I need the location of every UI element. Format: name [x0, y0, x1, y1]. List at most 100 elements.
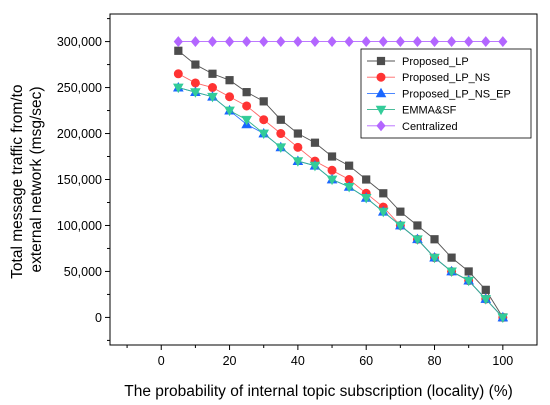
y-tick-label: 100,000 [57, 219, 102, 233]
data-point [207, 92, 218, 103]
data-point [242, 88, 251, 97]
data-point [396, 207, 405, 216]
data-point [412, 36, 423, 48]
data-point [292, 157, 304, 167]
x-tick-label: 40 [291, 354, 305, 368]
data-point [191, 60, 200, 69]
data-point [447, 253, 456, 262]
data-point [173, 69, 183, 79]
data-point [481, 285, 490, 294]
legend-label: EMMA&SF [402, 105, 457, 117]
data-point [413, 221, 422, 230]
data-point [327, 152, 337, 161]
data-point [276, 129, 286, 139]
data-point [361, 36, 371, 48]
data-point [345, 161, 354, 170]
y-tick-label: 150,000 [57, 173, 102, 187]
y-tick-label: 200,000 [57, 127, 102, 141]
data-point [207, 83, 217, 93]
data-point [173, 36, 183, 48]
data-point [429, 36, 440, 48]
data-point [207, 36, 218, 48]
data-point [429, 253, 440, 264]
data-point [395, 36, 405, 48]
legend-label: Proposed_LP_NS_EP [402, 88, 511, 100]
y-tick-label: 0 [95, 311, 102, 325]
legend-item: Proposed_LP_NS [367, 72, 490, 84]
data-point [258, 129, 270, 140]
data-point [498, 36, 508, 48]
legend-item: Proposed_LP_NS_EP [367, 87, 511, 100]
data-point [430, 235, 439, 244]
data-point [224, 36, 235, 48]
legend: Proposed_LP Proposed_LP_NS Proposed_LP_NS_… [360, 48, 532, 139]
plot-frame [109, 13, 538, 346]
data-point [446, 267, 457, 278]
y-axis-title: Total message traffic from/to external n… [9, 80, 45, 279]
series-layer [173, 36, 509, 324]
data-point [327, 165, 337, 175]
data-point [447, 36, 457, 48]
data-point [242, 36, 252, 48]
data-point [395, 221, 406, 232]
data-point [208, 69, 217, 78]
data-point [225, 92, 235, 102]
data-point [309, 161, 321, 172]
legend-marker [376, 120, 386, 132]
data-point [174, 46, 183, 55]
legend-label: Proposed_LP [402, 56, 469, 68]
y-tick-label: 50,000 [64, 265, 102, 279]
series-Centralized [173, 36, 508, 48]
data-point [412, 235, 423, 245]
data-point [497, 313, 509, 324]
series-EMMA&SF [173, 83, 509, 324]
data-point [326, 175, 338, 186]
data-point [293, 129, 302, 138]
data-point [377, 207, 389, 218]
data-point [343, 182, 355, 193]
data-point [190, 88, 201, 98]
data-point [259, 115, 269, 125]
data-point [463, 276, 474, 287]
x-tick-label: 100 [492, 354, 513, 368]
data-point [190, 36, 200, 48]
data-point [360, 193, 372, 204]
legend-label: Proposed_LP_NS [402, 72, 490, 84]
data-point [464, 36, 474, 48]
data-point [362, 175, 371, 184]
data-point [259, 36, 269, 48]
data-point [293, 36, 303, 48]
data-point [173, 83, 184, 94]
x-tick-label: 20 [223, 354, 237, 368]
data-point [241, 115, 252, 126]
legend-marker [375, 105, 387, 116]
data-point [275, 143, 287, 153]
legend-item: EMMA&SF [367, 105, 457, 117]
y-tick-label: 250,000 [57, 81, 102, 95]
data-point [481, 36, 491, 48]
data-point [310, 138, 320, 147]
data-point [293, 142, 303, 152]
data-point [259, 97, 268, 106]
x-tick-label: 80 [428, 354, 442, 368]
data-point [464, 267, 473, 276]
y-tick-label: 300,000 [57, 35, 102, 49]
data-point [224, 106, 235, 117]
data-point [480, 295, 492, 305]
data-point [344, 36, 354, 48]
data-point [378, 36, 388, 48]
data-point [276, 36, 286, 48]
legend-marker [376, 56, 386, 66]
legend-marker [375, 87, 387, 98]
data-point [242, 101, 252, 111]
y-axis-ticks: 0 50,000 100,000 150,000 200,000 250,000 300,0… [57, 18, 110, 341]
data-point [276, 115, 285, 124]
legend-label: Centralized [402, 121, 458, 133]
data-point [327, 36, 337, 48]
data-point [379, 189, 388, 198]
data-point [310, 36, 320, 48]
legend-marker [376, 72, 386, 82]
x-axis-title: The probability of internal topic subscr… [124, 383, 513, 400]
y-axis-title-line-2: external network (msg/sec) [28, 86, 45, 272]
